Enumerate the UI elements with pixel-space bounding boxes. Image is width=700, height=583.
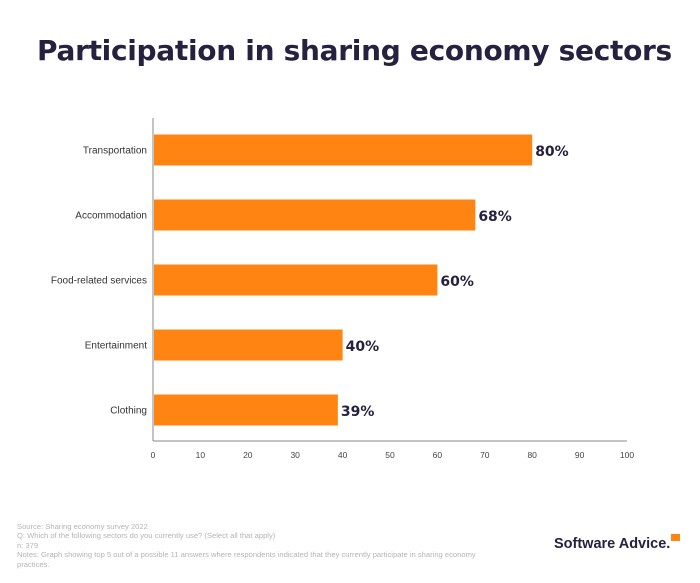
bar-food-related-services [154,264,438,296]
source-note: Source: Sharing economy survey 2022 [17,522,148,531]
question-note: Q: Which of the following sectors do you… [17,531,276,541]
speech-bubble-icon [671,534,681,541]
software-advice-logo: Software Advice. [554,534,681,552]
bar-clothing [154,394,338,426]
bar-entertainment [154,329,343,361]
x-tick-label: 20 [243,450,253,460]
category-label: Entertainment [85,341,147,352]
x-tick-label: 10 [196,450,206,460]
x-tick-label: 60 [433,450,443,460]
logo-text: Software Advice. [554,536,671,552]
sample-size-note: n: 379 [17,540,39,550]
chart-title: Participation in sharing economy sectors [37,34,672,67]
bar-transportation [154,134,533,166]
category-label: Accommodation [75,211,147,222]
bar-accommodation [154,199,476,231]
x-tick-label: 90 [575,450,585,460]
x-tick-label: 100 [620,450,634,460]
x-tick-label: 30 [290,450,300,460]
x-tick-label: 0 [151,450,156,460]
data-label: 60% [440,274,474,290]
x-tick-label: 70 [480,450,490,460]
data-label: 40% [346,339,380,355]
category-label: Clothing [110,406,147,417]
x-tick-label: 50 [385,450,395,460]
notes-text: Notes: Graph showing top 5 out of a poss… [17,550,476,569]
footnotes: Source: Sharing economy survey 2022 Q: W… [17,522,487,569]
data-label: 39% [341,404,375,420]
x-tick-label: 40 [338,450,348,460]
x-tick-label: 80 [527,450,537,460]
category-label: Transportation [83,146,147,157]
data-label: 68% [478,209,512,225]
category-label: Food-related services [51,276,147,287]
data-label: 80% [535,144,569,160]
